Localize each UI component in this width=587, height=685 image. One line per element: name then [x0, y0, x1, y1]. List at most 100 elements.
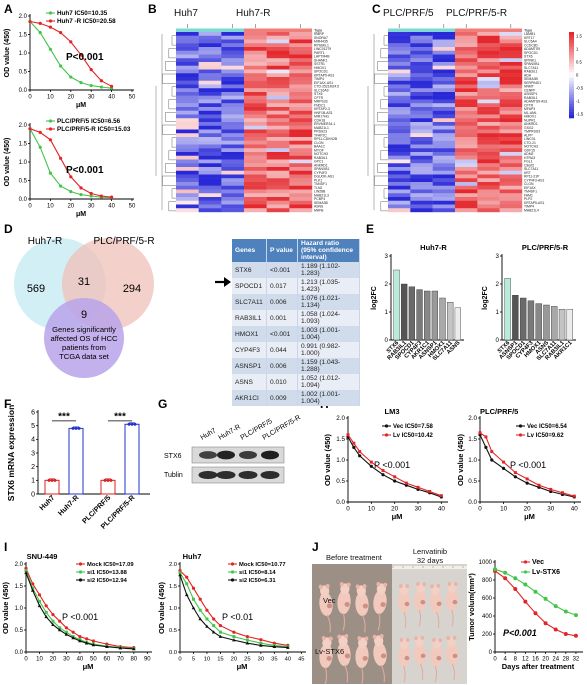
heatmap-b-cell	[266, 92, 290, 96]
chart-i-left-point	[37, 603, 42, 608]
heatmap-b-cell	[221, 114, 245, 119]
chart-j-ytick-label: 200	[482, 632, 493, 638]
heatmap-c-cell	[499, 178, 523, 183]
heatmap-b-cell	[198, 159, 222, 164]
bar-chart-f-ytick-label: 1	[31, 478, 35, 485]
heatmap-b-cell	[289, 155, 313, 160]
mouse-figure	[429, 637, 443, 683]
heatmap-b-gene-label: CYP4F3	[314, 171, 327, 175]
heatmap-b-cell	[266, 197, 290, 201]
table-cell-hazard: 1.058 (1.024-1.093)	[297, 310, 360, 326]
heatmap-b-cell	[266, 39, 290, 44]
chart-j-point	[523, 582, 528, 587]
heatmap-b-gene-label: NOTCH3	[314, 152, 328, 156]
mouse-figure	[445, 635, 459, 681]
chart-i-right-point	[178, 571, 182, 575]
venn-count-center: 9	[81, 309, 87, 321]
mouse-figure	[319, 635, 333, 684]
heatmap-b-gene-label: MYOF	[314, 148, 324, 152]
heatmap-c-cell	[455, 107, 478, 111]
chart-a-top-point	[38, 21, 42, 25]
heatmap-c-cell	[455, 204, 478, 209]
chart-i-right-point	[218, 624, 223, 628]
arrow-right-icon	[215, 277, 231, 287]
chart-i-right-ytick-label: 0.0	[169, 650, 177, 656]
chart-i-right-point	[232, 638, 236, 642]
heatmap-c-cell	[455, 122, 478, 126]
heatmap-b-cell	[244, 32, 267, 36]
chart-a-bottom-xtick-label: 50	[129, 204, 136, 210]
bar-chart-e-right-bar	[558, 308, 566, 341]
heatmap-c-gene-label: C8orf2	[524, 163, 534, 167]
heatmap-c-scale-step	[569, 72, 574, 76]
heatmap-b-cell	[244, 54, 267, 59]
heatmap-c-scale-tick: -0.5	[576, 86, 584, 91]
bar-chart-f-category-label: Huh7	[37, 493, 56, 512]
heatmap-c-cell	[410, 65, 433, 70]
chart-h-left-pvalue: P <0.001	[374, 460, 410, 470]
panel-label-e: E	[366, 222, 375, 236]
chart-h-right-point	[478, 431, 482, 435]
heatmap-c-cell	[432, 182, 456, 186]
chart-i-left-ytick-label: 2.0	[15, 562, 24, 568]
heatmap-c-scale-step	[569, 106, 574, 110]
chart-i-right-point	[198, 617, 203, 621]
chart-i-left-point	[24, 570, 28, 575]
table-cell-gene: SLC7A11	[232, 294, 267, 310]
heatmap-c-cell	[388, 50, 411, 55]
heatmap-c-cell	[477, 54, 500, 59]
chart-j-point	[543, 621, 548, 626]
hazard-ratio-table: Genes P value Hazard ratio (95% confiden…	[232, 239, 360, 406]
heatmap-b-gene-label: MIR4435	[314, 40, 328, 44]
heatmap-c-cell	[432, 137, 456, 141]
panel-label-c: C	[372, 2, 381, 16]
heatmap-c-scale-step	[569, 86, 574, 90]
chart-i-left-point	[37, 599, 41, 603]
bar-chart-f-bar	[124, 423, 140, 495]
chart-a-top-xtick-label: 20	[67, 95, 74, 101]
chart-i-right-point	[205, 624, 209, 628]
venn-count-only1: 569	[27, 283, 45, 295]
chart-h-right-ytick-label: 0.5	[468, 478, 477, 485]
heatmap-c-scale-tick: -1	[576, 99, 580, 104]
heatmap-c-gene-label: RAB3IL1	[524, 96, 538, 100]
heatmap-b-cell	[266, 103, 290, 108]
heatmap-b-cell	[289, 189, 313, 194]
heatmap-b-cell	[198, 107, 222, 111]
chart-i-right-point	[245, 638, 249, 642]
heatmap-c-cell	[388, 32, 411, 36]
heatmap-b-cell	[289, 182, 313, 186]
chart-j-point	[563, 609, 568, 614]
table-header-genes: Genes	[232, 239, 267, 262]
heatmap-c-cell	[388, 167, 411, 171]
chart-j-xtick-label: 28	[562, 657, 569, 663]
heatmap-b-type-bar-group2	[244, 28, 312, 32]
chart-i-right-point	[232, 635, 236, 639]
heatmap-c-cell	[499, 170, 523, 175]
chart-j-legend-label: Vec	[532, 559, 544, 566]
chart-a-top-point	[99, 85, 103, 89]
heatmap-c-cell	[432, 39, 456, 44]
chart-i-left-ytick-label: 0.5	[15, 628, 24, 634]
table-cell-pvalue: 0.006	[266, 294, 298, 310]
chart-j-legend-marker	[523, 560, 528, 564]
heatmap-b-cell	[289, 174, 313, 179]
chart-a-top-point	[48, 47, 53, 51]
table-row: ASNS 0.010 1.052 (1.012-1.094)	[232, 374, 360, 390]
heatmap-c-cell	[477, 35, 500, 40]
heatmap-b-cell	[198, 155, 222, 160]
chart-i-left-xtick-label: 60	[104, 657, 111, 663]
chart-i-right-xtick-label: 0	[178, 657, 181, 663]
chart-h-left-ytick-label: 1.0	[336, 457, 345, 464]
heatmap-c-scale-step	[569, 103, 574, 107]
heatmap-c-cell	[499, 54, 523, 59]
heatmap-c-cell	[410, 170, 433, 175]
heatmap-c-cell	[410, 178, 433, 183]
heatmap-b-cell	[289, 88, 313, 93]
heatmap-c-cell	[432, 152, 456, 156]
heatmap-b-cell	[244, 114, 267, 119]
bar-chart-f-point	[103, 478, 107, 482]
heatmap-b-cell	[198, 185, 222, 190]
chart-h-left-legend-marker	[384, 424, 389, 428]
chart-i-right-point	[191, 586, 196, 590]
